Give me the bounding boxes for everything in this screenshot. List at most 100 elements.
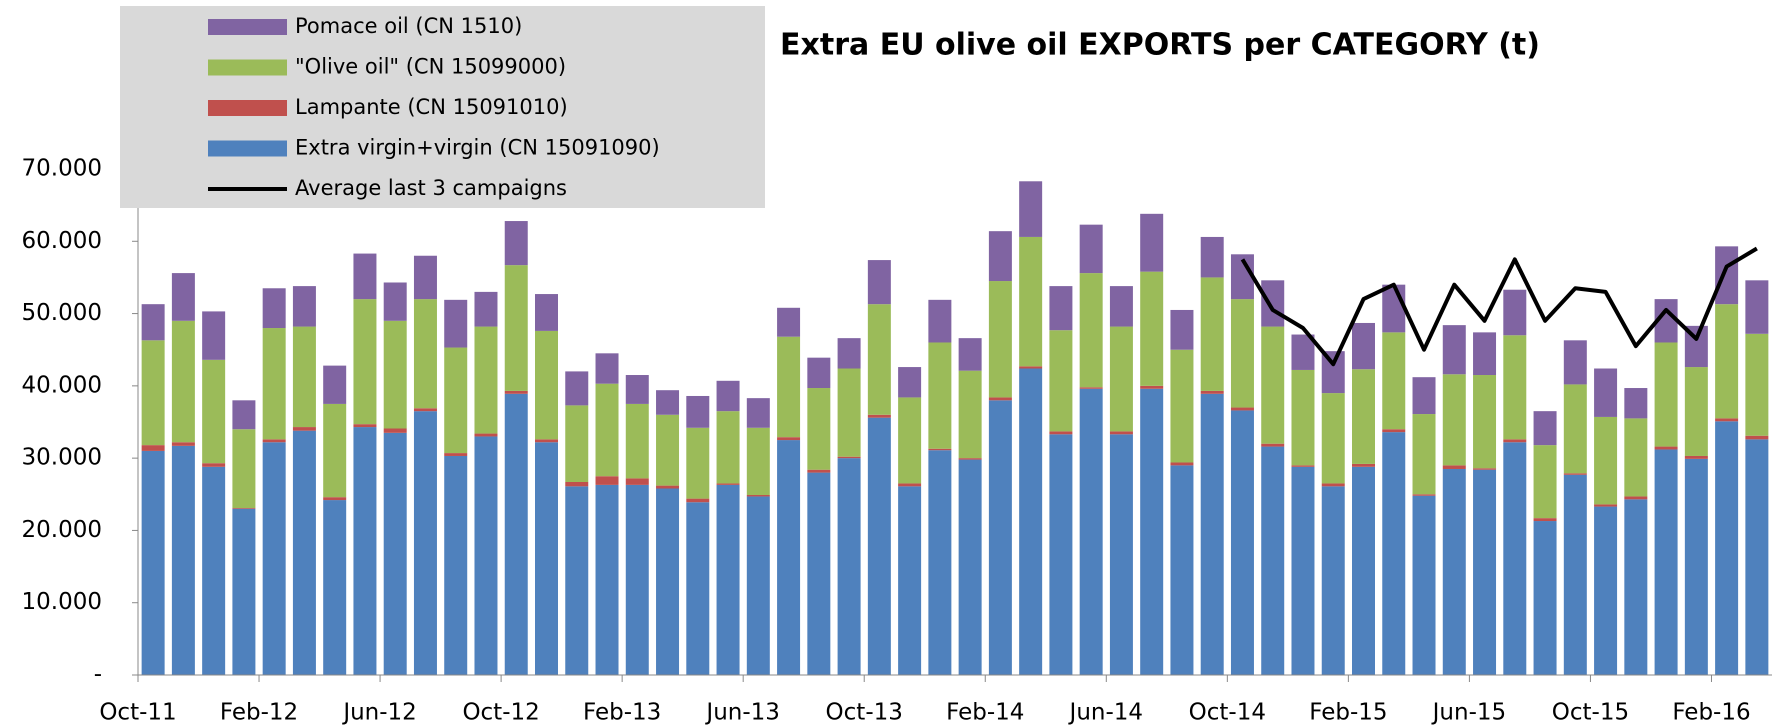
bar-segment	[171, 442, 195, 446]
legend-label: Extra virgin+virgin (CN 15091090)	[295, 136, 660, 160]
bar-segment	[1533, 445, 1557, 519]
x-tick-label: Oct-11	[99, 700, 176, 726]
bar-segment	[1261, 443, 1285, 447]
bar-segment	[474, 326, 498, 434]
bar-segment	[262, 442, 286, 675]
bar-segment	[1049, 286, 1073, 331]
y-tick-label: 50.000	[22, 300, 102, 326]
bar-segment	[1442, 325, 1466, 375]
bar-segment	[292, 326, 316, 428]
bar-segment	[1684, 458, 1708, 675]
bar-segment	[1654, 446, 1678, 450]
bar-segment	[1230, 407, 1254, 411]
bar-segment	[988, 397, 1012, 401]
y-tick-label: 30.000	[22, 445, 102, 471]
bar-segment	[1715, 418, 1739, 422]
bar-segment	[958, 370, 982, 459]
bar-segment	[686, 395, 710, 428]
bar-segment	[1382, 429, 1406, 433]
bar-segment	[1684, 455, 1708, 459]
bar-segment	[988, 281, 1012, 398]
x-tick-label: Oct-13	[826, 700, 903, 726]
bar-segment	[535, 442, 558, 675]
bar-segment	[656, 488, 680, 675]
bar-segment	[867, 304, 891, 415]
y-tick-label: 70.000	[22, 156, 102, 182]
bar-segment	[1594, 504, 1618, 507]
bar-segment	[1200, 390, 1224, 394]
bar-segment	[292, 286, 316, 327]
bar-segment	[1745, 435, 1769, 440]
bar-segment	[958, 338, 982, 371]
bar-segment	[1261, 446, 1285, 675]
bar-segment	[1412, 494, 1436, 496]
bar-segment	[444, 455, 468, 675]
bar-segment	[202, 466, 226, 675]
bar-segment	[1291, 466, 1315, 675]
bar-segment	[807, 388, 831, 470]
bar-segment	[565, 481, 589, 487]
bar-segment	[565, 486, 589, 675]
x-tick-label: Oct-15	[1552, 700, 1629, 726]
bar-segment	[1230, 410, 1254, 675]
bar-segment	[686, 427, 710, 499]
bar-segment	[928, 448, 952, 451]
bar-segment	[1594, 416, 1618, 505]
bar-segment	[1745, 280, 1769, 334]
bar-segment	[1563, 474, 1587, 675]
bar-segment	[595, 353, 619, 384]
bar-segment	[1321, 486, 1345, 675]
bar-segment	[1715, 246, 1739, 305]
bar-segment	[565, 405, 589, 482]
bar-segment	[777, 336, 801, 438]
bar-segment	[1140, 213, 1164, 272]
bar-segment	[1594, 368, 1618, 417]
bar-segment	[202, 311, 226, 360]
bar-segment	[202, 463, 226, 467]
bar-segment	[141, 445, 165, 451]
bar-segment	[353, 424, 377, 428]
bar-segment	[746, 427, 770, 496]
bar-segment	[716, 484, 740, 675]
bar-segment	[353, 253, 377, 300]
bar-segment	[1382, 284, 1406, 333]
bar-segment	[504, 390, 528, 394]
bar-segment	[1745, 333, 1769, 436]
bar-segment	[1473, 468, 1497, 470]
bar-segment	[1473, 332, 1497, 376]
bar-segment	[413, 299, 437, 409]
bar-segment	[413, 408, 437, 412]
legend-swatch	[208, 100, 287, 116]
bar-segment	[1533, 518, 1557, 522]
bar-segment	[1412, 414, 1436, 495]
bar-segment	[1412, 377, 1436, 415]
bar-segment	[444, 299, 468, 348]
bar-segment	[1684, 367, 1708, 456]
bar-segment	[1230, 299, 1254, 408]
bar-segment	[807, 357, 831, 389]
bar-segment	[262, 288, 286, 329]
bar-segment	[232, 508, 256, 675]
bar-segment	[1473, 469, 1497, 675]
bar-segment	[262, 439, 286, 443]
bar-segment	[141, 340, 165, 446]
bar-segment	[958, 459, 982, 675]
bar-segment	[141, 304, 165, 341]
bar-segment	[323, 497, 347, 501]
bar-segment	[595, 383, 619, 477]
bar-segment	[1624, 496, 1648, 500]
bar-segment	[595, 484, 619, 675]
bar-segment	[807, 469, 831, 473]
bar-segment	[504, 265, 528, 391]
bar-segment	[898, 486, 922, 675]
bar-segment	[1624, 418, 1648, 497]
bar-segment	[1715, 421, 1739, 675]
bar-segment	[1170, 349, 1194, 463]
bar-segment	[656, 390, 680, 415]
y-tick-label: 60.000	[22, 228, 102, 254]
bar-segment	[1503, 439, 1527, 443]
bar-segment	[1412, 495, 1436, 675]
bar-segment	[1382, 332, 1406, 430]
bar-segment	[262, 328, 286, 440]
bar-segment	[1382, 432, 1406, 675]
